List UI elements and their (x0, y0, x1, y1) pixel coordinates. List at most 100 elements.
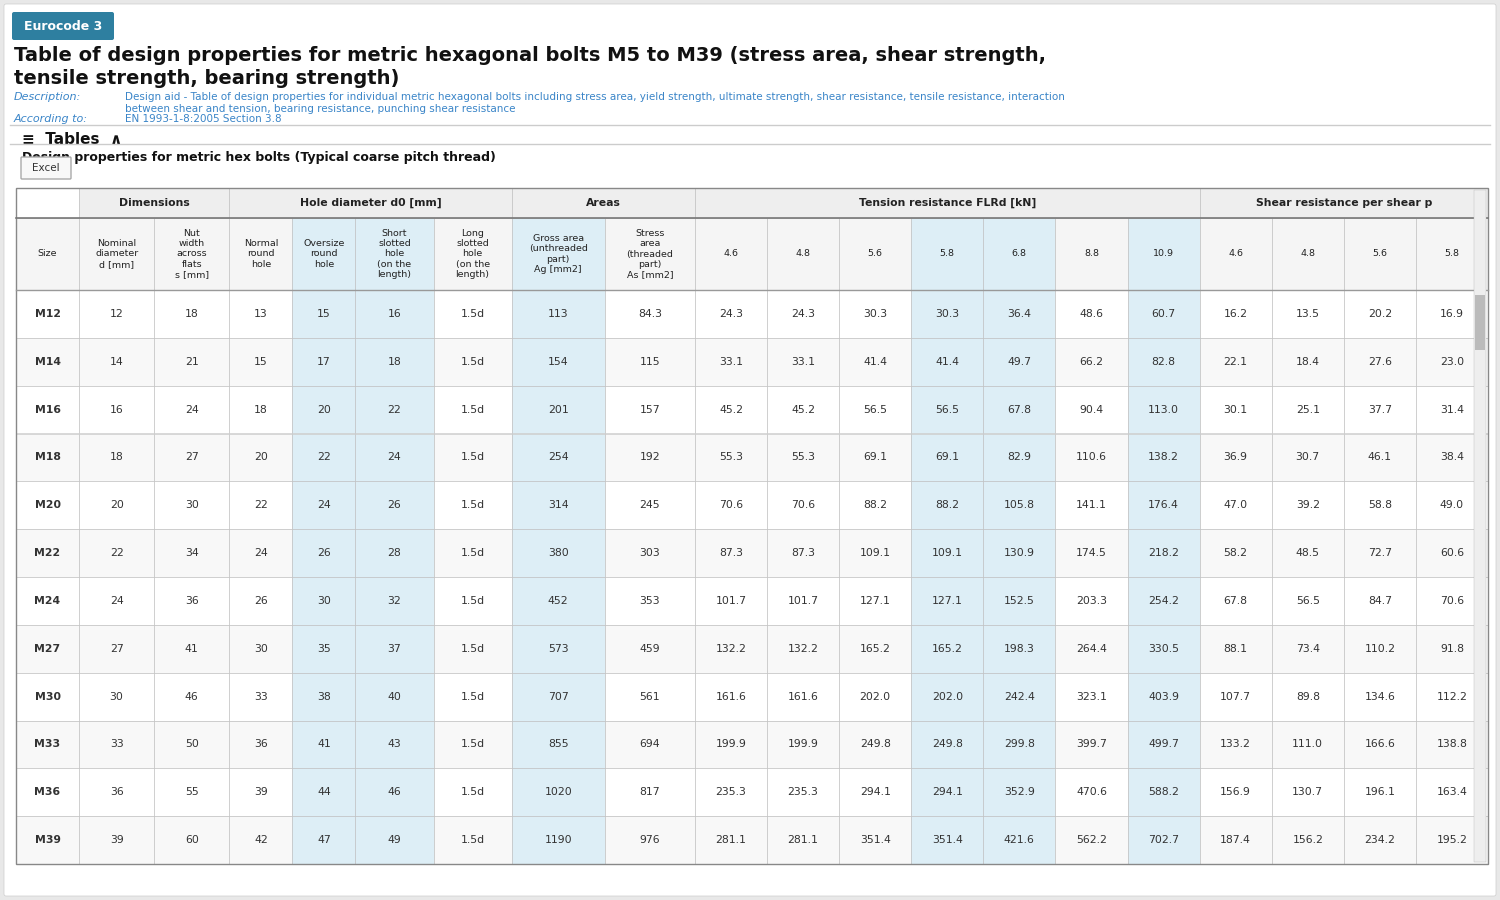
Text: 36: 36 (254, 740, 267, 750)
Bar (766, 529, 838, 577)
Text: 21: 21 (184, 356, 198, 367)
Bar (512, 769, 604, 816)
Text: 254: 254 (548, 453, 568, 463)
Bar (604, 290, 694, 338)
Text: 107.7: 107.7 (1220, 691, 1251, 702)
Bar (292, 434, 356, 482)
Bar (984, 672, 1056, 721)
Bar (1056, 290, 1128, 338)
Bar (1272, 577, 1344, 625)
Bar (1344, 577, 1416, 625)
Text: 47: 47 (316, 835, 332, 845)
Text: 16: 16 (387, 309, 402, 319)
Text: 69.1: 69.1 (862, 453, 886, 463)
Text: 499.7: 499.7 (1148, 740, 1179, 750)
Text: Gross area
(unthreaded
part)
Ag [mm2]: Gross area (unthreaded part) Ag [mm2] (530, 234, 588, 274)
Bar (604, 529, 694, 577)
Text: Long
slotted
hole
(on the
length): Long slotted hole (on the length) (456, 229, 489, 279)
Bar (512, 218, 604, 290)
Text: Hole diameter d0 [mm]: Hole diameter d0 [mm] (300, 198, 441, 208)
Bar (1200, 721, 1272, 769)
Bar (1128, 338, 1200, 386)
Text: 18: 18 (387, 356, 402, 367)
Bar (839, 769, 910, 816)
Text: 36.9: 36.9 (1224, 453, 1248, 463)
Bar (230, 386, 292, 434)
Bar (433, 577, 512, 625)
Text: 351.4: 351.4 (932, 835, 963, 845)
Text: M39: M39 (34, 835, 60, 845)
Text: 10.9: 10.9 (1154, 249, 1174, 258)
Bar (80, 625, 154, 672)
Bar (1344, 721, 1416, 769)
Bar (1056, 218, 1128, 290)
Bar (433, 386, 512, 434)
Text: 12: 12 (110, 309, 123, 319)
Text: 24: 24 (110, 596, 123, 606)
Text: 452: 452 (548, 596, 568, 606)
Text: M36: M36 (34, 788, 60, 797)
Text: 110.2: 110.2 (1365, 644, 1395, 653)
Text: 1.5d: 1.5d (460, 691, 484, 702)
Text: M24: M24 (34, 596, 60, 606)
Text: 82.9: 82.9 (1008, 453, 1032, 463)
Bar (984, 721, 1056, 769)
Text: M18: M18 (34, 453, 60, 463)
Bar (694, 188, 1200, 218)
Text: 34: 34 (184, 548, 198, 558)
Bar (1200, 188, 1488, 218)
FancyBboxPatch shape (12, 12, 114, 40)
Bar (1272, 529, 1344, 577)
Bar (910, 577, 984, 625)
Text: 1.5d: 1.5d (460, 548, 484, 558)
Text: 47.0: 47.0 (1224, 500, 1248, 510)
Text: 817: 817 (639, 788, 660, 797)
Bar (356, 672, 434, 721)
Text: 42: 42 (254, 835, 267, 845)
Bar (1200, 625, 1272, 672)
Text: 23.0: 23.0 (1440, 356, 1464, 367)
Text: 38: 38 (316, 691, 332, 702)
Text: 30: 30 (184, 500, 198, 510)
Bar (910, 218, 984, 290)
Text: 101.7: 101.7 (716, 596, 747, 606)
Bar (1128, 290, 1200, 338)
Bar (604, 482, 694, 529)
Text: 281.1: 281.1 (716, 835, 747, 845)
Bar (512, 386, 604, 434)
Text: Design aid - Table of design properties for individual metric hexagonal bolts in: Design aid - Table of design properties … (124, 92, 1065, 114)
Bar (512, 529, 604, 577)
Bar (910, 721, 984, 769)
Text: 30: 30 (254, 644, 268, 653)
Text: M30: M30 (34, 691, 60, 702)
Bar (1200, 816, 1272, 864)
Bar (1344, 386, 1416, 434)
Bar (1272, 434, 1344, 482)
Bar (80, 290, 154, 338)
Bar (910, 290, 984, 338)
Text: 113: 113 (548, 309, 568, 319)
Text: Areas: Areas (586, 198, 621, 208)
Bar (1056, 625, 1128, 672)
Text: 459: 459 (639, 644, 660, 653)
Bar (694, 218, 766, 290)
Text: 294.1: 294.1 (932, 788, 963, 797)
Bar (1416, 290, 1488, 338)
Bar (292, 577, 356, 625)
Bar (154, 816, 230, 864)
Text: 330.5: 330.5 (1148, 644, 1179, 653)
Bar (910, 816, 984, 864)
Bar (356, 577, 434, 625)
Text: 50: 50 (184, 740, 198, 750)
Text: 33.1: 33.1 (718, 356, 742, 367)
Bar (16, 188, 80, 218)
FancyBboxPatch shape (4, 4, 1496, 896)
Bar (1128, 577, 1200, 625)
Bar (154, 721, 230, 769)
Text: 15: 15 (316, 309, 332, 319)
Bar (292, 721, 356, 769)
Text: 109.1: 109.1 (932, 548, 963, 558)
Bar (512, 721, 604, 769)
Text: 264.4: 264.4 (1076, 644, 1107, 653)
Text: 138.2: 138.2 (1148, 453, 1179, 463)
